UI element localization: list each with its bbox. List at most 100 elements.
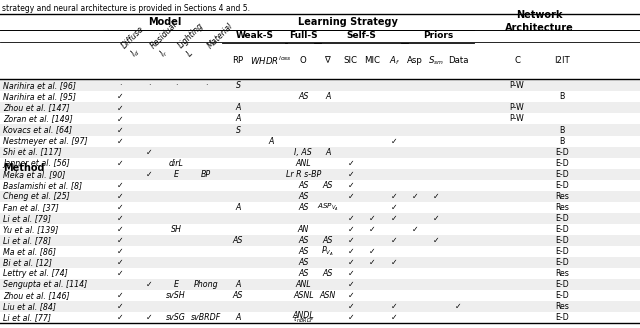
Text: S: S: [236, 126, 241, 134]
Bar: [0, 191, 640, 202]
Text: ✓: ✓: [117, 269, 124, 278]
Text: $ASP_{V_A}$: $ASP_{V_A}$: [317, 202, 339, 213]
Text: Yu et al. [139]: Yu et al. [139]: [3, 225, 59, 234]
Text: Res: Res: [555, 203, 569, 212]
Text: E-D: E-D: [555, 313, 569, 322]
Text: S: S: [236, 81, 241, 91]
Text: B: B: [559, 126, 564, 134]
Text: ✓: ✓: [348, 313, 354, 322]
Text: AS: AS: [233, 291, 243, 300]
Bar: [0, 147, 640, 157]
Text: ✓: ✓: [369, 214, 376, 223]
Text: ✓: ✓: [117, 126, 124, 134]
Text: RP: RP: [232, 56, 244, 65]
Text: ✓: ✓: [348, 192, 354, 201]
Text: ✓: ✓: [348, 181, 354, 190]
Text: $P_{V_A}$: $P_{V_A}$: [321, 245, 334, 258]
Text: ✓: ✓: [433, 192, 440, 201]
Text: ✓: ✓: [348, 269, 354, 278]
Bar: [0, 268, 640, 279]
Text: AS: AS: [323, 236, 333, 245]
Text: Material: Material: [206, 21, 236, 50]
Text: AS: AS: [323, 269, 333, 278]
Text: A: A: [325, 92, 330, 101]
Text: Lighting
$L$: Lighting $L$: [176, 21, 214, 59]
Text: Narihira et al. [95]: Narihira et al. [95]: [3, 92, 76, 101]
Text: ✓: ✓: [391, 214, 397, 223]
Text: SIC: SIC: [344, 56, 358, 65]
Text: B: B: [559, 136, 564, 146]
Text: ✓: ✓: [117, 225, 124, 234]
Bar: [0, 180, 640, 191]
Text: ·: ·: [175, 81, 177, 91]
Text: ANL: ANL: [296, 159, 311, 168]
Text: Li et al. [77]: Li et al. [77]: [3, 313, 51, 322]
Bar: [0, 169, 640, 180]
Text: E-D: E-D: [555, 291, 569, 300]
Text: E-D: E-D: [555, 280, 569, 289]
Text: E-D: E-D: [555, 236, 569, 245]
Text: P-W: P-W: [509, 81, 525, 91]
Text: ✓: ✓: [146, 170, 152, 179]
Text: Weak-S: Weak-S: [236, 31, 273, 40]
Text: ✓: ✓: [348, 159, 354, 168]
Bar: [0, 102, 640, 113]
Text: Asp: Asp: [408, 56, 423, 65]
Text: ✓: ✓: [391, 136, 397, 146]
Text: ✓: ✓: [117, 103, 124, 113]
Text: Liu et al. [84]: Liu et al. [84]: [3, 302, 56, 311]
Text: E-D: E-D: [555, 225, 569, 234]
Text: Cheng et al. [25]: Cheng et al. [25]: [3, 192, 70, 201]
Bar: [0, 202, 640, 213]
Text: ✓: ✓: [412, 225, 419, 234]
Text: AS: AS: [298, 92, 308, 101]
Text: ✓: ✓: [391, 302, 397, 311]
Text: strategy and neural architecture is provided in Sections 4 and 5.: strategy and neural architecture is prov…: [2, 4, 250, 13]
Text: ✓: ✓: [117, 291, 124, 300]
Text: ASN: ASN: [319, 291, 336, 300]
Text: Network
Architecture: Network Architecture: [505, 10, 574, 33]
Text: ✓: ✓: [117, 214, 124, 223]
Text: ✓: ✓: [348, 302, 354, 311]
Text: Kovacs et al. [64]: Kovacs et al. [64]: [3, 126, 72, 134]
Text: Phong: Phong: [194, 280, 218, 289]
Text: Ma et al. [86]: Ma et al. [86]: [3, 247, 56, 256]
Text: ✓: ✓: [117, 136, 124, 146]
Text: E-D: E-D: [555, 214, 569, 223]
Text: Janner et al. [56]: Janner et al. [56]: [3, 159, 70, 168]
Text: Residual
$I_r$: Residual $I_r$: [149, 20, 189, 60]
Bar: [0, 80, 640, 92]
Text: Data: Data: [448, 56, 468, 65]
Text: AS: AS: [298, 203, 308, 212]
Text: A: A: [325, 148, 330, 156]
Text: ·: ·: [148, 81, 150, 91]
Text: ✓: ✓: [348, 236, 354, 245]
Text: SH: SH: [171, 225, 181, 234]
Text: MIC: MIC: [365, 56, 380, 65]
Text: Nestmeyer et al. [97]: Nestmeyer et al. [97]: [3, 136, 88, 146]
Text: ✓: ✓: [348, 225, 354, 234]
Text: ✓: ✓: [412, 192, 419, 201]
Text: E-D: E-D: [555, 247, 569, 256]
Bar: [0, 246, 640, 257]
Text: AS: AS: [298, 258, 308, 267]
Text: I2IT: I2IT: [554, 56, 570, 65]
Text: AS: AS: [298, 181, 308, 190]
Text: Meka et al. [90]: Meka et al. [90]: [3, 170, 65, 179]
Text: Res: Res: [555, 192, 569, 201]
Text: ✓: ✓: [146, 313, 152, 322]
Text: svBRDF: svBRDF: [191, 313, 221, 322]
Bar: [0, 157, 640, 169]
Text: $\tau_{nBRDF}$: $\tau_{nBRDF}$: [292, 316, 315, 325]
Text: ANL: ANL: [296, 280, 311, 289]
Text: ✓: ✓: [117, 181, 124, 190]
Text: Zhou et al. [147]: Zhou et al. [147]: [3, 103, 70, 113]
Text: A: A: [236, 203, 241, 212]
Text: Narihira et al. [96]: Narihira et al. [96]: [3, 81, 76, 91]
Text: ✓: ✓: [117, 159, 124, 168]
Text: dirL: dirL: [168, 159, 184, 168]
Text: ✓: ✓: [146, 280, 152, 289]
Bar: [0, 257, 640, 268]
Text: Full-S: Full-S: [289, 31, 317, 40]
Text: ✓: ✓: [348, 170, 354, 179]
